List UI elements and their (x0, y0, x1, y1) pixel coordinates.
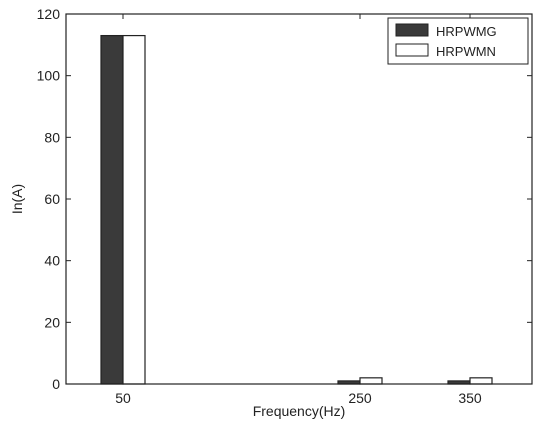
y-axis-ticks: 0 20 40 60 80 100 120 (37, 6, 532, 392)
y-tick-label: 0 (52, 376, 60, 392)
y-tick-label: 20 (44, 314, 60, 330)
bar-hrpwmg-50 (100, 34, 124, 385)
plot-layer (100, 34, 493, 385)
bar-hrpwmn-250 (359, 377, 383, 385)
legend-label-hrpwmg: HRPWMG (436, 24, 497, 39)
x-tick-label: 350 (458, 390, 482, 406)
legend-label-hrpwmn: HRPWMN (436, 44, 496, 59)
x-axis-label: Frequency(Hz) (253, 403, 346, 419)
y-tick-label: 100 (37, 68, 61, 84)
bar-hrpwmn-350 (469, 377, 493, 385)
legend-swatch-hrpwmn (395, 43, 429, 57)
bar-hrpwmn-50 (122, 34, 146, 385)
legend-swatch-hrpwmg (395, 23, 429, 37)
y-tick-label: 40 (44, 253, 60, 269)
x-tick-label: 250 (348, 390, 372, 406)
y-tick-label: 60 (44, 191, 60, 207)
y-tick-label: 120 (37, 6, 61, 22)
x-axis-ticks: 50 250 350 (115, 14, 482, 406)
x-tick-label: 50 (115, 390, 131, 406)
y-axis-label: In(A) (9, 184, 25, 214)
y-tick-label: 80 (44, 129, 60, 145)
legend: HRPWMG HRPWMN (387, 17, 529, 65)
